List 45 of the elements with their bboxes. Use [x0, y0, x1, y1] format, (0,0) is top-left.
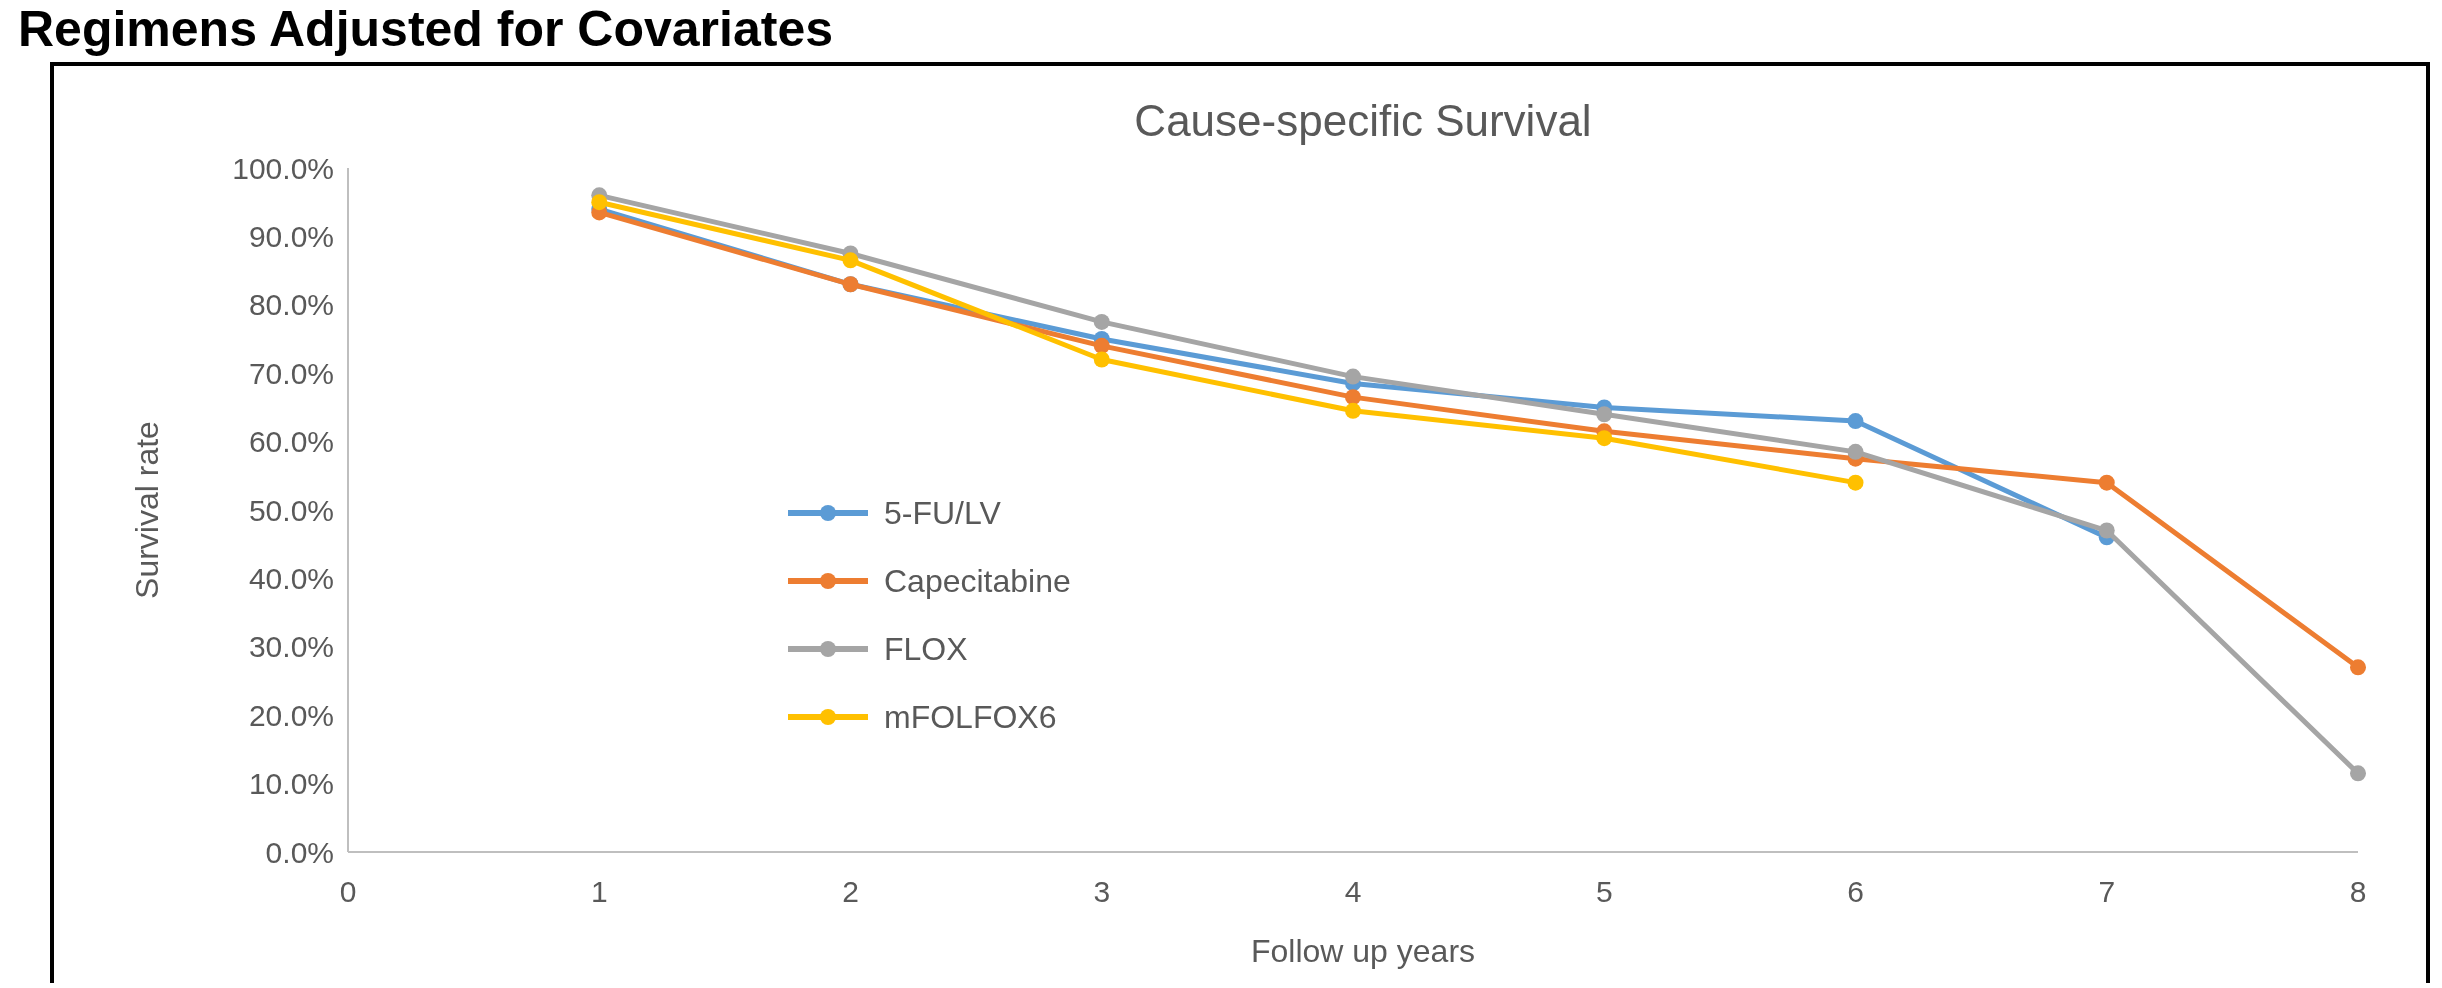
x-tick-label: 7: [2098, 875, 2116, 908]
point: [1847, 474, 1864, 491]
point: [2350, 659, 2366, 676]
point: [2350, 765, 2366, 782]
point: [1093, 337, 1110, 354]
x-axis-title: Follow up years: [1250, 933, 1476, 969]
x-tick-label: 0: [339, 875, 357, 908]
x-tick-label: 6: [1847, 875, 1864, 908]
y-tick-label: 10.0%: [248, 767, 334, 801]
y-tick-label: 0.0%: [265, 835, 334, 869]
point: [1345, 368, 1361, 385]
y-tick-label: 40.0%: [248, 561, 334, 595]
point: [1847, 413, 1864, 430]
y-axis-title: Survival rate: [129, 421, 165, 599]
y-tick-label: 100.0%: [232, 151, 334, 185]
point: [1093, 313, 1110, 330]
text: Regimens Adjusted for Covariates: [18, 1, 834, 57]
y-tick-label: 80.0%: [248, 288, 334, 322]
legend-label: mFOLFOX6: [884, 699, 1057, 736]
x-tick-label: 3: [1093, 875, 1111, 908]
point: [1345, 389, 1361, 406]
x-tick-label: 1: [590, 875, 608, 908]
legend-label: 5-FU/LV: [884, 495, 1002, 532]
x-tick-label: 4: [1344, 875, 1362, 908]
point: [1596, 430, 1613, 447]
y-tick-label: 50.0%: [248, 493, 334, 527]
point: [2098, 474, 2115, 491]
point: [1847, 443, 1864, 460]
legend-label: Capecitabine: [884, 563, 1071, 600]
point: [591, 194, 608, 211]
legend-label: FLOX: [884, 631, 968, 668]
point: [1345, 402, 1361, 419]
chart-title: Cause-specific Survival: [1134, 96, 1592, 145]
point: [2098, 522, 2115, 539]
point: [842, 252, 859, 269]
y-tick-label: 20.0%: [248, 698, 334, 732]
point: [1093, 351, 1110, 368]
x-tick-label: 8: [2349, 875, 2367, 908]
point: [1596, 406, 1613, 423]
y-tick-label: 70.0%: [248, 356, 334, 390]
y-tick-label: 90.0%: [248, 219, 334, 253]
y-tick-label: 60.0%: [248, 425, 334, 459]
x-tick-label: 2: [842, 875, 859, 908]
x-tick-label: 5: [1595, 875, 1613, 908]
y-tick-label: 30.0%: [248, 630, 334, 664]
